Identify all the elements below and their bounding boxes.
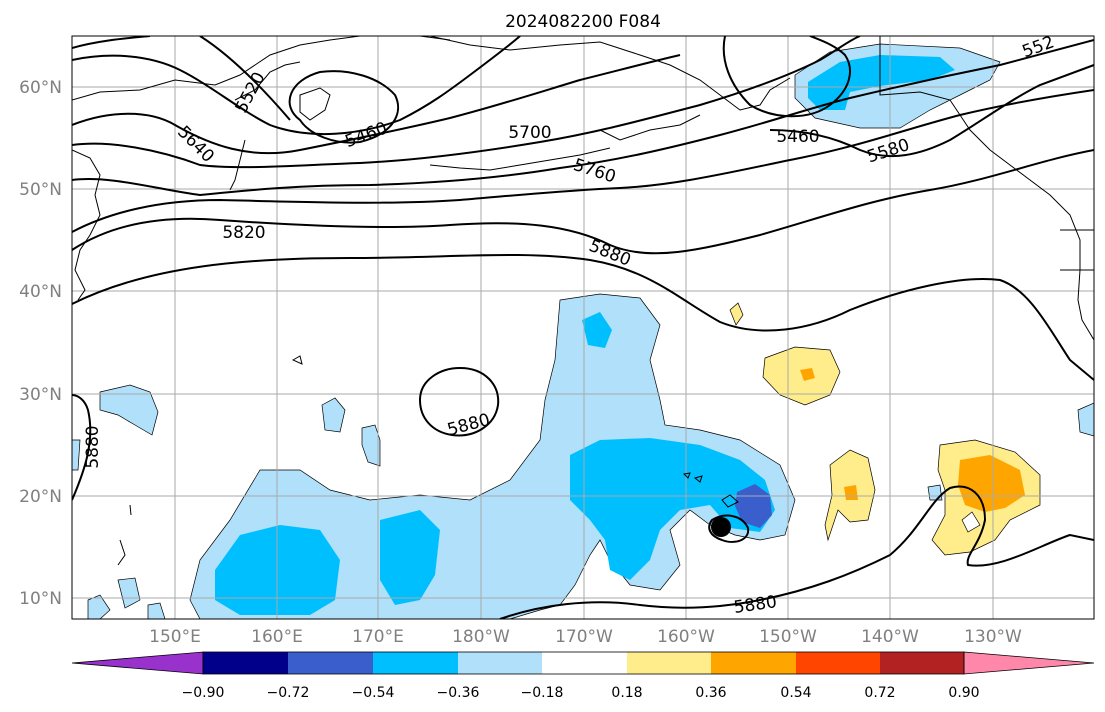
latitude-axis: 10°N 20°N 30°N 40°N 50°N 60°N	[19, 78, 62, 609]
negative-anomaly-core	[380, 510, 440, 605]
lat-tick-label: 10°N	[19, 589, 62, 609]
colorbar-tick-label: 0.90	[948, 685, 979, 701]
colorbar-extend-max	[963, 651, 1095, 675]
colorbar-tick-label: 0.54	[780, 685, 811, 701]
lat-tick-label: 50°N	[19, 180, 62, 200]
contour-label: 5460	[776, 127, 819, 147]
contour-label: 5880	[83, 425, 103, 468]
map-frame	[71, 35, 1095, 620]
lon-tick-label: 170°E	[352, 627, 404, 647]
negative-anomaly-region	[927, 484, 943, 501]
negative-anomaly-region	[99, 384, 159, 436]
colorbar-bin	[542, 652, 627, 674]
negative-anomaly-region	[321, 397, 346, 433]
colorbar-tick-label: 0.18	[611, 685, 642, 701]
lon-tick-label: 160°W	[657, 627, 715, 647]
lon-tick-label: 170°W	[555, 627, 613, 647]
colorbar-tick-label: −0.36	[437, 685, 480, 701]
colorbar-bin	[203, 652, 288, 674]
lon-tick-label: 180°W	[452, 627, 510, 647]
positive-anomaly-core	[958, 455, 1025, 512]
colorbar-bin	[796, 652, 880, 674]
colorbar-tick-label: −0.72	[267, 685, 310, 701]
positive-anomaly-core	[844, 485, 858, 500]
positive-anomaly-region	[729, 302, 744, 326]
negative-anomaly-core	[582, 312, 612, 348]
negative-anomaly-region	[1077, 402, 1094, 437]
colorbar-tick-label: −0.18	[521, 685, 564, 701]
colorbar-tick-label: −0.54	[352, 685, 395, 701]
colorbar-tick-label: 0.36	[695, 685, 726, 701]
lon-tick-label: 130°W	[964, 627, 1022, 647]
lon-tick-label: 140°W	[861, 627, 919, 647]
strong-negative-core	[735, 484, 772, 528]
hole-in-anomaly	[961, 511, 981, 533]
negative-anomaly-region	[72, 439, 81, 471]
contour-label: 5820	[222, 223, 265, 243]
negative-anomaly-core	[808, 55, 955, 110]
map-panel: 5520 5460 5640 5700 5760 5820 5880 5880 …	[72, 36, 1094, 619]
longitude-axis: 150°E 160°E 170°E 180°W 170°W 160°W 150°…	[149, 627, 1022, 647]
colorbar-extend-min	[71, 651, 204, 675]
lat-tick-label: 20°N	[19, 487, 62, 507]
colorbar: −0.90 −0.72 −0.54 −0.36 −0.18 0.18 0.36 …	[71, 651, 1095, 701]
colorbar-bin	[288, 652, 373, 674]
height-contours	[72, 36, 1094, 619]
negative-anomaly-region	[147, 602, 166, 619]
storm-center-marker	[711, 517, 731, 537]
lon-tick-label: 150°W	[759, 627, 817, 647]
contour-label: 5700	[508, 123, 551, 143]
coastlines	[72, 36, 1094, 566]
colorbar-bin	[373, 652, 458, 674]
negative-anomaly-region	[361, 424, 381, 467]
colorbar-frame	[202, 651, 965, 675]
colorbar-bin	[711, 652, 796, 674]
negative-anomaly-region	[87, 594, 111, 619]
figure-title: 2024082200 F084	[505, 12, 661, 32]
negative-anomaly-core	[570, 438, 775, 580]
lon-tick-label: 150°E	[149, 627, 201, 647]
colorbar-bin	[458, 652, 542, 674]
negative-anomaly-region	[117, 577, 141, 609]
colorbar-tick-label: 0.72	[864, 685, 895, 701]
lat-tick-label: 40°N	[19, 282, 62, 302]
colorbar-bin	[627, 652, 711, 674]
lat-tick-label: 30°N	[19, 385, 62, 405]
positive-anomaly-region	[762, 346, 841, 406]
colorbar-bin	[880, 652, 964, 674]
positive-anomaly-core	[800, 368, 815, 381]
lat-tick-label: 60°N	[19, 78, 62, 98]
colorbar-tick-label: −0.90	[182, 685, 225, 701]
lon-tick-label: 160°E	[251, 627, 303, 647]
